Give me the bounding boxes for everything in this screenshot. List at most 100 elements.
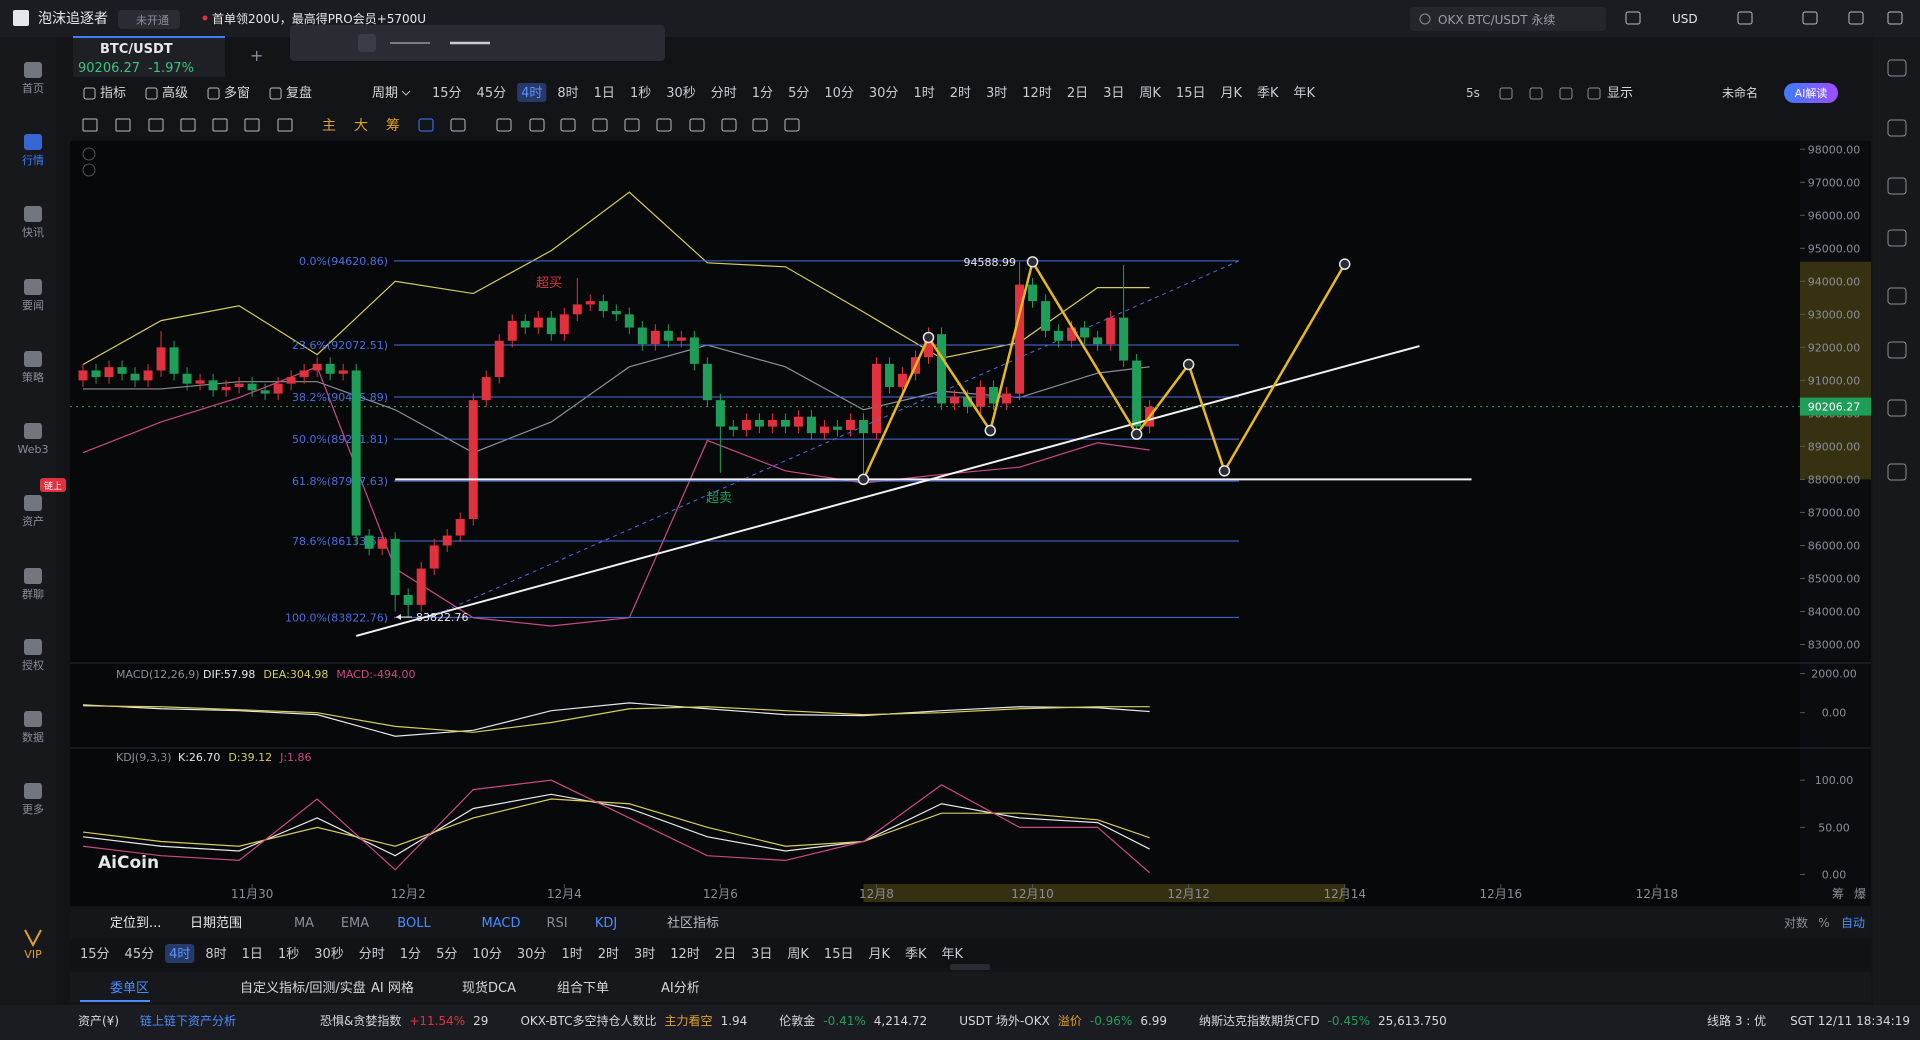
zigzag-handle[interactable] <box>1130 428 1143 440</box>
asset-analysis-link[interactable]: 链上链下资产分析 <box>140 1013 236 1028</box>
period-button[interactable]: 季K <box>905 947 927 962</box>
period-button[interactable]: 45分 <box>477 86 507 101</box>
period-button[interactable]: 10分 <box>824 86 854 101</box>
account-badge[interactable]: 未开通 <box>136 14 169 27</box>
period-button[interactable]: 5分 <box>436 947 457 962</box>
period-button[interactable]: 2时 <box>950 86 971 101</box>
draw-tool[interactable] <box>212 118 228 132</box>
pen-tool[interactable] <box>358 34 376 52</box>
bottom-tab[interactable]: AI分析 <box>661 981 700 996</box>
draw-tool[interactable] <box>82 118 98 132</box>
draw-tool[interactable] <box>592 118 608 132</box>
period-button[interactable]: 2日 <box>1067 86 1088 101</box>
add-tab[interactable]: + <box>250 46 263 65</box>
panel-handle[interactable] <box>950 964 990 970</box>
period-button[interactable]: 年K <box>1294 86 1316 101</box>
period-button[interactable]: 1秒 <box>278 947 299 962</box>
period-button[interactable]: 1分 <box>752 86 773 101</box>
draw-tool[interactable] <box>721 118 737 132</box>
ticker-card[interactable] <box>73 37 225 77</box>
draw-tool[interactable] <box>277 118 293 132</box>
toolbar-button[interactable]: 复盘 <box>286 85 312 101</box>
period-button[interactable]: 4时 <box>521 86 542 101</box>
nav-item[interactable]: 快讯 <box>22 226 44 239</box>
nav-item[interactable]: 更多 <box>22 802 44 816</box>
period-button[interactable]: 4时 <box>169 947 190 962</box>
side-tool[interactable] <box>1887 229 1907 247</box>
period-button[interactable]: 30秒 <box>314 947 344 962</box>
trendline[interactable] <box>355 345 1420 637</box>
nav-item[interactable]: 授权 <box>22 658 44 672</box>
period-button[interactable]: 12时 <box>1022 86 1052 101</box>
zigzag-handle[interactable] <box>1218 465 1231 477</box>
layout-name[interactable]: 未命名 <box>1722 85 1758 100</box>
ai-button[interactable] <box>1784 83 1838 103</box>
period-button[interactable]: 周K <box>787 947 809 962</box>
draw-tool[interactable] <box>784 118 800 132</box>
toolbar-icon[interactable] <box>1559 87 1573 100</box>
chip-tool[interactable]: 主 <box>322 118 336 134</box>
zigzag[interactable] <box>862 258 1346 480</box>
search-input[interactable]: OKX BTC/USDT 永续 <box>1438 13 1555 27</box>
period-button[interactable]: 1时 <box>913 86 934 101</box>
indicator-toggle[interactable]: EMA <box>341 916 369 931</box>
bottom-tab[interactable]: 自定义指标/回测/实盘 <box>240 980 366 996</box>
period-button[interactable]: 1秒 <box>630 86 651 101</box>
currency-select[interactable]: USD <box>1672 12 1698 26</box>
window-icon[interactable] <box>1802 11 1818 25</box>
toolbar-button[interactable]: 指标 <box>100 86 126 101</box>
period-button[interactable]: 8时 <box>205 947 226 962</box>
period-button[interactable]: 30分 <box>517 947 547 962</box>
period-button[interactable]: 季K <box>1257 86 1279 101</box>
scale-option[interactable]: 对数 <box>1784 915 1808 930</box>
scale-option[interactable]: 自动 <box>1841 916 1865 930</box>
period-button[interactable]: 1日 <box>594 86 615 101</box>
date-range-button[interactable]: 日期范围 <box>190 916 242 931</box>
period-button[interactable]: 1时 <box>561 947 582 962</box>
toolbar-icon[interactable] <box>1529 87 1543 100</box>
period-button[interactable]: 分时 <box>711 86 737 101</box>
draw-tool[interactable] <box>115 118 131 132</box>
draw-tool[interactable] <box>450 118 466 132</box>
period-button[interactable]: 2时 <box>598 947 619 962</box>
scale-option[interactable]: % <box>1818 916 1829 930</box>
collapse-icon[interactable] <box>82 147 96 161</box>
draw-tool[interactable] <box>148 118 164 132</box>
chip-tool[interactable]: 大 <box>354 118 368 134</box>
indicator-toggle[interactable]: MA <box>294 916 314 931</box>
toolbar-button[interactable]: 多窗 <box>224 85 250 101</box>
period-button[interactable]: 30秒 <box>666 86 696 101</box>
zigzag-handle[interactable] <box>984 424 997 437</box>
period-button[interactable]: 15分 <box>432 86 462 101</box>
toolbar-icon[interactable] <box>1587 87 1601 100</box>
period-button[interactable]: 15分 <box>80 947 110 962</box>
side-tool[interactable] <box>1887 59 1907 77</box>
bottom-tab[interactable]: 组合下单 <box>557 981 609 996</box>
period-button[interactable]: 12时 <box>670 947 700 962</box>
period-button[interactable]: 5分 <box>788 86 809 101</box>
indicator-toggle[interactable]: MACD <box>482 916 521 931</box>
period-button[interactable]: 年K <box>942 947 964 962</box>
nav-item[interactable]: 首页 <box>22 81 44 95</box>
bottom-tab[interactable]: AI 网格 <box>371 980 414 996</box>
period-button[interactable]: 周K <box>1139 86 1161 101</box>
locate-button[interactable]: 定位到... <box>110 916 161 931</box>
period-button[interactable]: 3日 <box>751 947 772 962</box>
nav-item[interactable]: 策略 <box>22 370 44 384</box>
draw-tool[interactable] <box>529 118 545 132</box>
period-button[interactable]: 10分 <box>472 947 502 962</box>
zigzag-handle[interactable] <box>1026 256 1039 268</box>
promo-banner[interactable]: 首单领200U，最高得PRO会员+5700U <box>212 11 426 26</box>
vip[interactable]: VIP <box>24 948 42 961</box>
bottom-tab[interactable]: 现货DCA <box>462 980 516 996</box>
indicator-toggle[interactable]: RSI <box>546 916 567 931</box>
period-button[interactable]: 15日 <box>1176 86 1206 101</box>
toolbar-icon[interactable] <box>1499 87 1513 100</box>
zigzag-handle[interactable] <box>922 331 935 344</box>
side-tool[interactable] <box>1887 341 1907 359</box>
side-tool[interactable] <box>1887 119 1907 137</box>
window-icon[interactable] <box>1887 11 1903 25</box>
nav-item[interactable]: 行情 <box>22 154 44 167</box>
period-button[interactable]: 月K <box>868 947 890 962</box>
nav-item[interactable]: 资产 <box>22 514 44 528</box>
